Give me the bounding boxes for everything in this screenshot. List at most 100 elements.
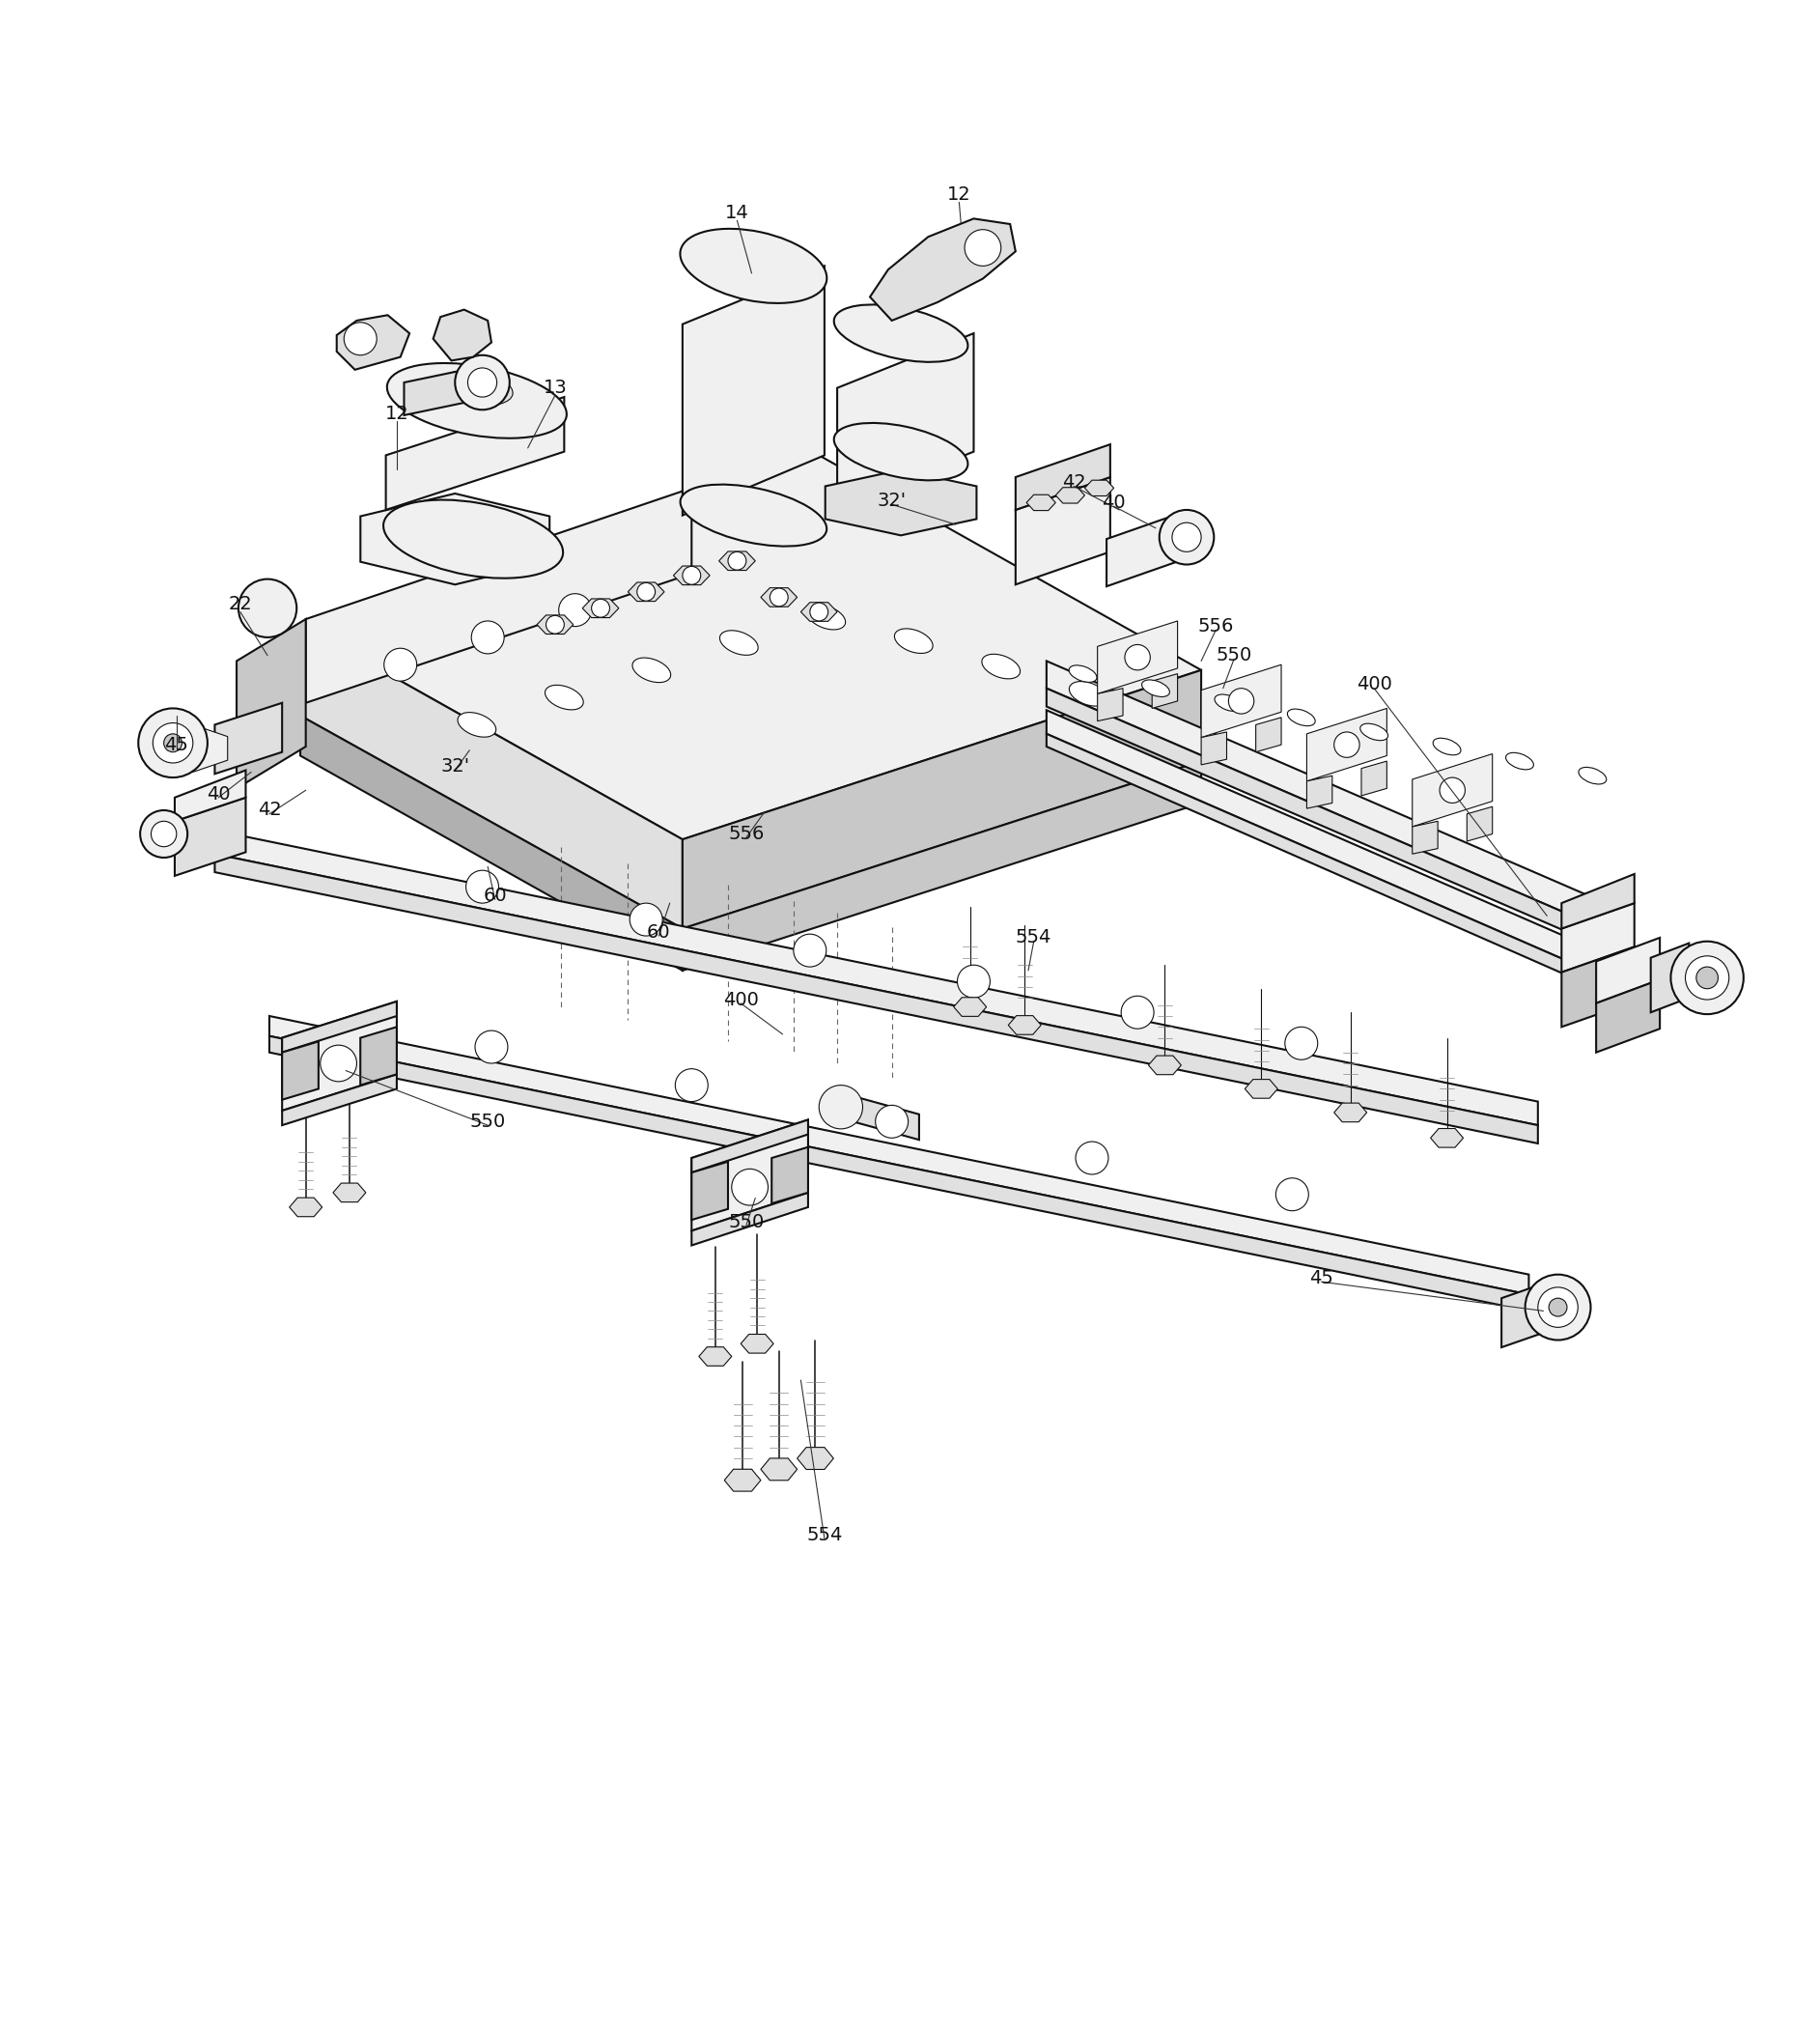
Polygon shape xyxy=(1596,979,1660,1053)
Polygon shape xyxy=(175,797,246,876)
Polygon shape xyxy=(404,364,491,415)
Circle shape xyxy=(810,604,828,622)
Polygon shape xyxy=(1307,776,1332,809)
Polygon shape xyxy=(1148,1057,1181,1075)
Circle shape xyxy=(1696,967,1718,990)
Polygon shape xyxy=(1016,445,1110,510)
Polygon shape xyxy=(1467,807,1492,841)
Circle shape xyxy=(732,1168,768,1205)
Polygon shape xyxy=(1097,622,1178,693)
Ellipse shape xyxy=(1068,664,1097,683)
Polygon shape xyxy=(1056,488,1085,504)
Circle shape xyxy=(238,579,297,638)
Circle shape xyxy=(794,935,826,967)
Circle shape xyxy=(1228,689,1254,713)
Text: 554: 554 xyxy=(806,1526,843,1544)
Polygon shape xyxy=(1307,709,1387,780)
Circle shape xyxy=(1549,1298,1567,1317)
Polygon shape xyxy=(954,998,986,1016)
Polygon shape xyxy=(1562,947,1634,1026)
Text: 556: 556 xyxy=(728,825,764,843)
Polygon shape xyxy=(692,1120,808,1172)
Polygon shape xyxy=(682,671,1201,929)
Polygon shape xyxy=(1201,664,1281,738)
Circle shape xyxy=(471,622,504,654)
Polygon shape xyxy=(1107,514,1179,587)
Polygon shape xyxy=(824,469,977,534)
Ellipse shape xyxy=(1068,681,1108,705)
Polygon shape xyxy=(1046,660,1602,929)
Text: 40: 40 xyxy=(1101,494,1127,512)
Polygon shape xyxy=(300,715,682,971)
Circle shape xyxy=(164,734,182,752)
Circle shape xyxy=(1525,1274,1591,1339)
Circle shape xyxy=(637,583,655,601)
Polygon shape xyxy=(1412,821,1438,853)
Polygon shape xyxy=(682,266,824,516)
Ellipse shape xyxy=(457,713,497,738)
Polygon shape xyxy=(433,309,491,360)
Ellipse shape xyxy=(719,630,759,654)
Circle shape xyxy=(1538,1286,1578,1327)
Text: 32': 32' xyxy=(877,492,906,510)
Polygon shape xyxy=(1016,478,1110,585)
Polygon shape xyxy=(1008,1016,1041,1034)
Polygon shape xyxy=(215,703,282,774)
Circle shape xyxy=(1671,941,1744,1014)
Circle shape xyxy=(1276,1179,1309,1211)
Polygon shape xyxy=(699,1347,732,1366)
Polygon shape xyxy=(1412,754,1492,827)
Text: 556: 556 xyxy=(1198,618,1234,636)
Text: 22: 22 xyxy=(228,595,253,614)
Text: 40: 40 xyxy=(206,784,231,803)
Polygon shape xyxy=(1562,874,1634,929)
Polygon shape xyxy=(282,1002,397,1053)
Polygon shape xyxy=(801,601,837,622)
Text: 400: 400 xyxy=(1356,675,1392,693)
Ellipse shape xyxy=(388,364,566,439)
Polygon shape xyxy=(582,599,619,618)
Circle shape xyxy=(320,1044,357,1081)
Polygon shape xyxy=(282,1042,318,1099)
Polygon shape xyxy=(215,853,1538,1144)
Ellipse shape xyxy=(681,230,826,303)
Text: 550: 550 xyxy=(728,1213,764,1231)
Polygon shape xyxy=(237,620,306,788)
Text: 14: 14 xyxy=(724,203,750,221)
Polygon shape xyxy=(870,219,1016,321)
Ellipse shape xyxy=(632,658,672,683)
Polygon shape xyxy=(282,1075,397,1126)
Circle shape xyxy=(957,965,990,998)
Circle shape xyxy=(466,870,499,902)
Polygon shape xyxy=(692,1193,808,1246)
Ellipse shape xyxy=(834,423,968,480)
Polygon shape xyxy=(282,1002,397,1112)
Circle shape xyxy=(1125,644,1150,671)
Text: 60: 60 xyxy=(482,886,508,904)
Polygon shape xyxy=(761,1459,797,1481)
Circle shape xyxy=(1159,510,1214,565)
Ellipse shape xyxy=(384,500,562,579)
Polygon shape xyxy=(797,1447,834,1469)
Circle shape xyxy=(819,1085,863,1130)
Text: 45: 45 xyxy=(164,736,189,754)
Polygon shape xyxy=(1046,689,1602,947)
Circle shape xyxy=(140,811,187,858)
Circle shape xyxy=(1685,955,1729,1000)
Circle shape xyxy=(630,902,662,937)
Polygon shape xyxy=(761,587,797,608)
Circle shape xyxy=(153,723,193,762)
Polygon shape xyxy=(1361,762,1387,797)
Ellipse shape xyxy=(1360,723,1389,740)
Polygon shape xyxy=(1562,902,1634,971)
Circle shape xyxy=(682,567,701,585)
Circle shape xyxy=(1285,1026,1318,1061)
Ellipse shape xyxy=(544,685,584,709)
Polygon shape xyxy=(333,1183,366,1203)
Circle shape xyxy=(1172,522,1201,553)
Ellipse shape xyxy=(834,305,968,362)
Polygon shape xyxy=(360,494,550,585)
Polygon shape xyxy=(692,1120,808,1231)
Polygon shape xyxy=(269,1036,1529,1311)
Ellipse shape xyxy=(1214,695,1243,711)
